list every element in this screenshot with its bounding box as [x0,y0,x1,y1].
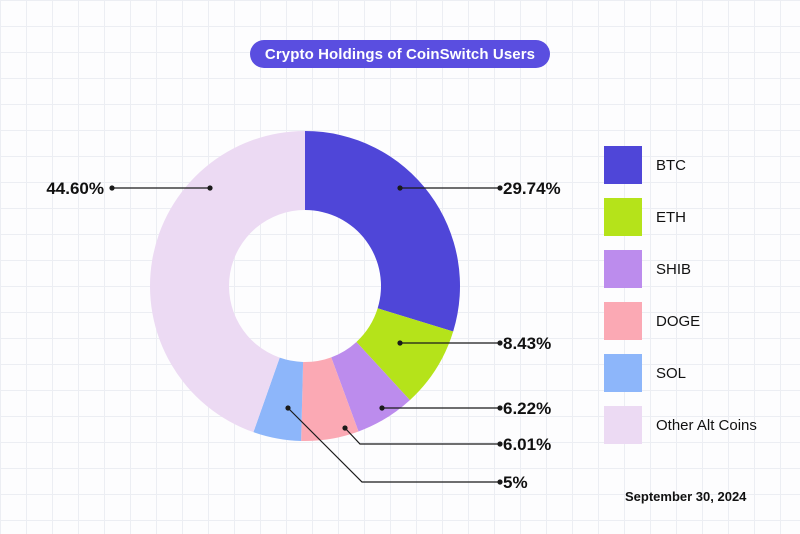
legend-swatch-btc [604,146,642,184]
legend-item-sol: SOL [604,354,757,392]
chart-title: Crypto Holdings of CoinSwitch Users [250,40,550,68]
legend-label-btc: BTC [656,156,686,174]
slice-eth [356,308,454,401]
legend-swatch-sol [604,354,642,392]
callout-dot-eth-end [497,340,503,346]
legend-item-shib: SHIB [604,250,757,288]
slice-shib [331,341,410,432]
legend-item-other-alt-coins: Other Alt Coins [604,406,757,444]
slice-doge [301,357,359,441]
legend-swatch-shib [604,250,642,288]
slice-sol [253,357,304,441]
data-label-btc: 29.74% [503,179,561,198]
callout-dot-shib-end [497,405,503,411]
legend-label-eth: ETH [656,208,686,226]
legend-label-other-alt-coins: Other Alt Coins [656,416,757,434]
callout-dot-other-alt-coins-start [207,185,213,191]
legend-label-doge: DOGE [656,312,701,330]
callout-dot-doge-start [342,425,348,431]
legend-swatch-doge [604,302,642,340]
callout-dot-btc-start [397,185,403,191]
data-label-sol: 5% [503,473,528,492]
legend-item-btc: BTC [604,146,757,184]
chart-date: September 30, 2024 [625,489,747,504]
slice-other-alt-coins [149,131,305,433]
callout-dot-other-alt-coins-end [109,185,115,191]
data-label-shib: 6.22% [503,399,551,418]
legend-swatch-other-alt-coins [604,406,642,444]
callout-line-doge [344,427,500,445]
callout-dot-btc-end [497,185,503,191]
callout-line-sol [287,407,500,483]
legend-swatch-eth [604,198,642,236]
callout-dot-shib-start [379,405,385,411]
legend-label-sol: SOL [656,364,687,382]
callout-dot-sol-end [497,479,503,485]
callout-dot-doge-end [497,441,503,447]
callout-dot-eth-start [397,340,403,346]
data-label-eth: 8.43% [503,334,551,353]
data-label-doge: 6.01% [503,435,551,454]
callout-dot-sol-start [285,405,291,411]
slice-btc [305,131,460,332]
legend-item-eth: ETH [604,198,757,236]
legend-item-doge: DOGE [604,302,757,340]
legend-label-shib: SHIB [656,260,692,278]
data-label-other-alt-coins: 44.60% [46,179,104,198]
legend: BTC ETH SHIB DOGE SOL Other Alt Coins [604,146,757,458]
